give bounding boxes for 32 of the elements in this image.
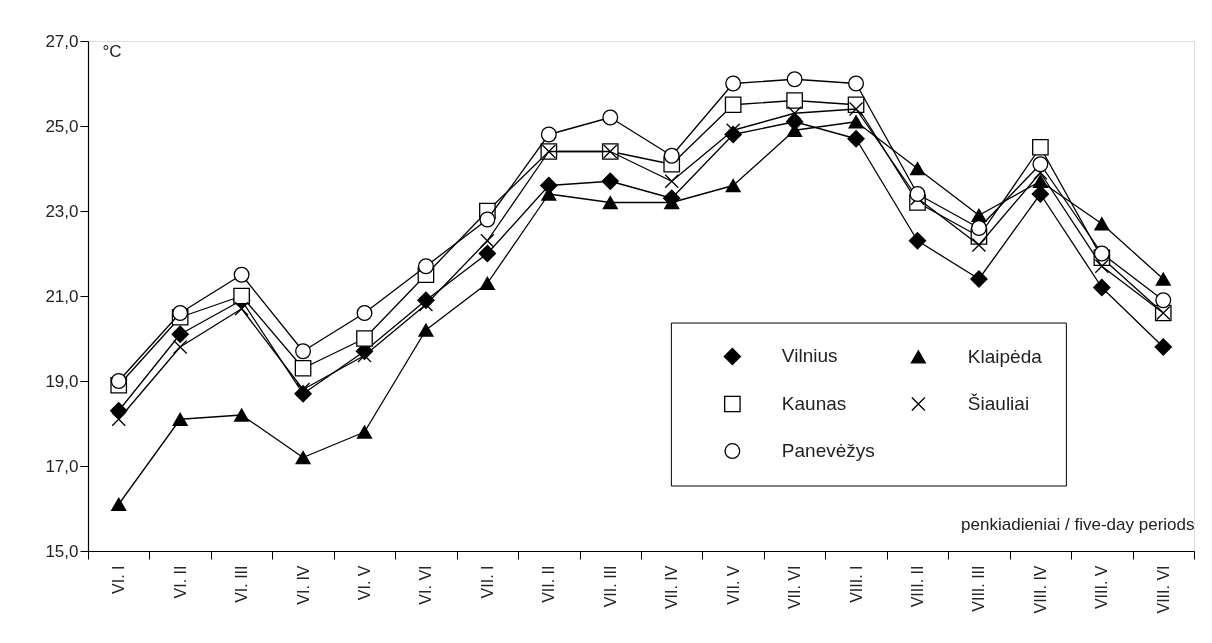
- legend-label: Šiauliai: [967, 393, 1030, 415]
- x-tick-label: VIII. III: [970, 565, 988, 612]
- x-tick-label: VI. IV: [294, 565, 312, 605]
- y-tick-label: 27,0: [45, 31, 79, 51]
- x-tick-label: VI. III: [233, 565, 251, 603]
- y-tick-label: 17,0: [45, 456, 79, 476]
- x-tick-label: VIII. V: [1093, 565, 1111, 610]
- x-tick-label: VIII. IV: [1031, 565, 1049, 614]
- x-tick-label: VI. I: [110, 565, 128, 594]
- y-tick-label: 25,0: [45, 116, 79, 136]
- x-tick-label: VII. VI: [786, 565, 804, 610]
- legend-label: Klaipėda: [967, 345, 1043, 367]
- x-tick-label: VII. III: [601, 565, 619, 608]
- x-tick-label: VII. V: [724, 565, 742, 605]
- x-tick-label: VII. II: [540, 565, 558, 603]
- y-axis-title: °C: [102, 41, 122, 61]
- y-tick-label: 21,0: [45, 286, 79, 306]
- x-tick-label: VIII. II: [909, 565, 926, 608]
- legend-label: Vilnius: [781, 345, 838, 367]
- x-tick-label: VII. IV: [663, 565, 681, 610]
- x-tick-label: VIII. VI: [1154, 565, 1172, 614]
- x-tick-label: VI. V: [356, 565, 373, 601]
- legend-label: Panevėžys: [781, 440, 875, 462]
- x-tick-label: VI. II: [171, 565, 189, 599]
- y-tick-label: 15,0: [45, 541, 79, 561]
- y-tick-label: 19,0: [45, 371, 79, 391]
- legend-label: Kaunas: [781, 393, 847, 415]
- x-tick-label: VII. I: [478, 565, 496, 599]
- x-tick-label: VIII. I: [847, 565, 865, 603]
- x-axis-title: penkiadieniai / five-day periods: [961, 514, 1195, 534]
- y-tick-label: 23,0: [45, 201, 79, 221]
- x-tick-label: VI. VI: [417, 565, 435, 605]
